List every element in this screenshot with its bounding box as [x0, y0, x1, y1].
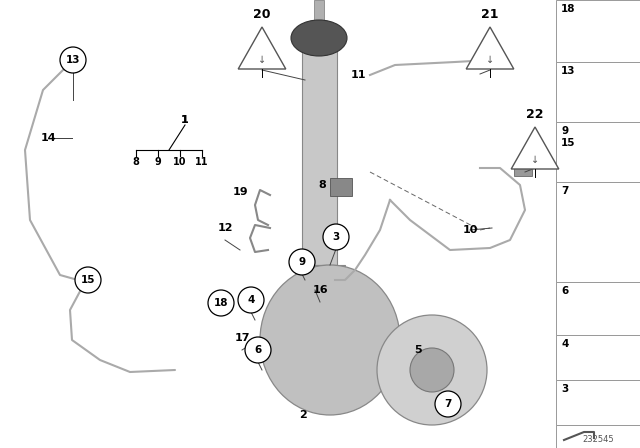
Text: 4: 4: [247, 295, 255, 305]
Circle shape: [208, 290, 234, 316]
Text: 10: 10: [173, 157, 187, 167]
Circle shape: [245, 337, 271, 363]
Text: 1: 1: [181, 115, 189, 125]
Text: 3: 3: [561, 384, 568, 394]
Text: 6: 6: [561, 286, 568, 296]
Circle shape: [238, 287, 264, 313]
Text: 11: 11: [350, 70, 365, 80]
Text: ↓: ↓: [531, 155, 539, 165]
Bar: [556, 425, 640, 448]
Text: 3: 3: [332, 232, 340, 242]
Circle shape: [75, 267, 101, 293]
Text: 17: 17: [234, 333, 250, 343]
Bar: [302, 50, 337, 265]
Polygon shape: [238, 27, 286, 69]
Bar: [556, 0, 640, 62]
Bar: [480, 56, 498, 64]
Polygon shape: [466, 27, 514, 69]
Bar: [556, 282, 640, 335]
Text: 9
15: 9 15: [561, 126, 575, 147]
Text: 8: 8: [318, 180, 326, 190]
Ellipse shape: [291, 20, 347, 56]
Bar: [556, 380, 640, 425]
Bar: [76, 276, 94, 284]
Text: 9: 9: [298, 257, 305, 267]
Ellipse shape: [410, 348, 454, 392]
Text: 6: 6: [254, 345, 262, 355]
Text: 7: 7: [444, 399, 452, 409]
Ellipse shape: [377, 315, 487, 425]
Text: 15: 15: [81, 275, 95, 285]
Polygon shape: [511, 127, 559, 169]
Bar: [556, 122, 640, 182]
Text: 8: 8: [132, 157, 140, 167]
Text: 16: 16: [312, 285, 328, 295]
Circle shape: [60, 47, 86, 73]
Circle shape: [435, 391, 461, 417]
Circle shape: [289, 249, 315, 275]
Bar: [514, 168, 532, 176]
Text: 4: 4: [561, 339, 568, 349]
Bar: [556, 62, 640, 122]
Bar: [295, 265, 345, 300]
Ellipse shape: [260, 265, 400, 415]
Text: 1: 1: [181, 115, 189, 125]
Text: 9: 9: [155, 157, 161, 167]
Bar: [556, 182, 640, 282]
Bar: [314, 0, 324, 30]
Circle shape: [323, 224, 349, 250]
Text: 21: 21: [481, 8, 499, 21]
Text: 12: 12: [217, 223, 233, 233]
Text: 22: 22: [526, 108, 544, 121]
Text: 232545: 232545: [582, 435, 614, 444]
Text: 10: 10: [462, 225, 477, 235]
Bar: [63, 53, 81, 61]
Text: 18: 18: [214, 298, 228, 308]
Text: 7: 7: [561, 186, 568, 196]
Text: 13: 13: [561, 66, 575, 76]
Text: 20: 20: [253, 8, 271, 21]
Text: 5: 5: [414, 345, 422, 355]
Text: ↓: ↓: [486, 55, 494, 65]
Text: 11: 11: [195, 157, 209, 167]
Text: ↓: ↓: [258, 55, 266, 65]
Bar: [330, 178, 352, 196]
Bar: [556, 335, 640, 380]
Text: 18: 18: [561, 4, 575, 14]
Text: 2: 2: [299, 410, 307, 420]
Text: 19: 19: [232, 187, 248, 197]
Text: 14: 14: [40, 133, 56, 143]
Text: 13: 13: [66, 55, 80, 65]
